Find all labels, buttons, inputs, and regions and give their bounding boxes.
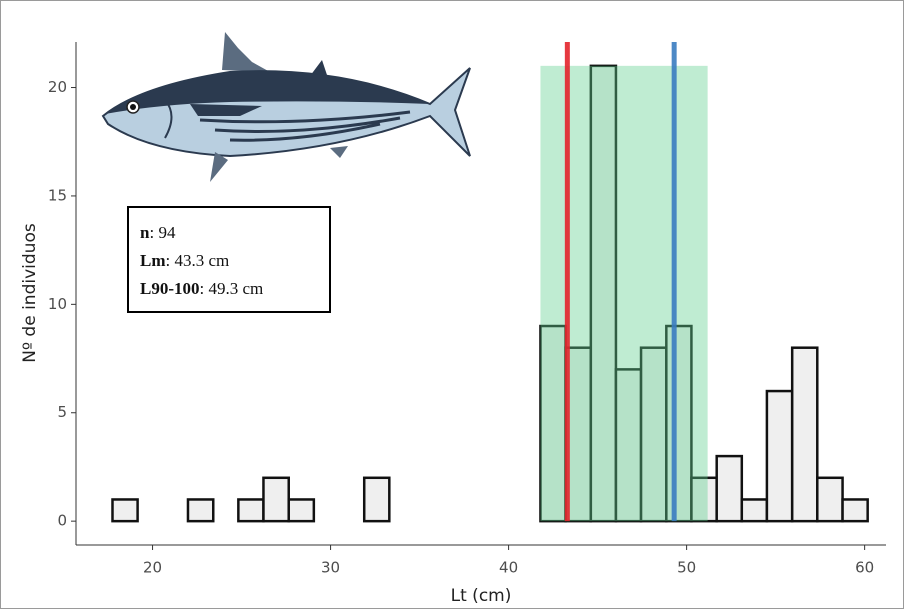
bar xyxy=(715,454,744,523)
annotation-line: n: 94 xyxy=(140,223,176,242)
y-tick-label: 20 xyxy=(48,78,67,96)
bar xyxy=(237,498,265,523)
annotation-line: Lm: 43.3 cm xyxy=(140,251,229,270)
annotation-label: L90-100 xyxy=(140,279,200,298)
y-tick-label: 15 xyxy=(48,186,67,204)
bar xyxy=(539,324,567,523)
plot: 0 5 10 15 20 20 30 40 50 60 xyxy=(48,42,886,577)
bar xyxy=(639,346,668,523)
bar xyxy=(690,476,718,523)
bar xyxy=(816,476,844,523)
bar xyxy=(186,498,215,523)
y-tick-label: 5 xyxy=(57,403,67,421)
bar xyxy=(362,476,391,523)
annotation-frame xyxy=(127,206,331,313)
bar xyxy=(665,324,693,523)
x-tick-label: 30 xyxy=(321,559,340,577)
annotation-label: n xyxy=(140,223,150,242)
bar xyxy=(589,64,618,523)
annotation-label: Lm xyxy=(140,251,166,270)
annotation-text: : 49.3 cm xyxy=(200,279,264,298)
y-axis-title: Nº de individuos xyxy=(20,223,40,363)
annotation-text: : 43.3 cm xyxy=(166,251,230,270)
bar xyxy=(111,498,139,523)
annotation-line: L90-100: 49.3 cm xyxy=(140,279,263,298)
x-tick-label: 60 xyxy=(855,559,874,577)
bar xyxy=(790,346,819,523)
fish-illustration xyxy=(101,32,471,182)
x-tick-label: 50 xyxy=(677,559,696,577)
y-tick-label: 0 xyxy=(57,512,67,530)
x-tick-label: 20 xyxy=(143,559,162,577)
bar xyxy=(765,389,794,523)
bar xyxy=(262,476,290,523)
bar xyxy=(614,368,643,523)
bar xyxy=(287,498,316,523)
y-tick-label: 10 xyxy=(48,295,67,313)
annotation-text: : 94 xyxy=(149,223,175,242)
x-tick-label: 40 xyxy=(499,559,518,577)
x-axis-title: Lt (cm) xyxy=(451,586,512,606)
bar xyxy=(740,498,769,523)
bar xyxy=(841,498,869,523)
annotation-box: n: 94 Lm: 43.3 cm L90-100: 49.3 cm xyxy=(127,206,331,313)
